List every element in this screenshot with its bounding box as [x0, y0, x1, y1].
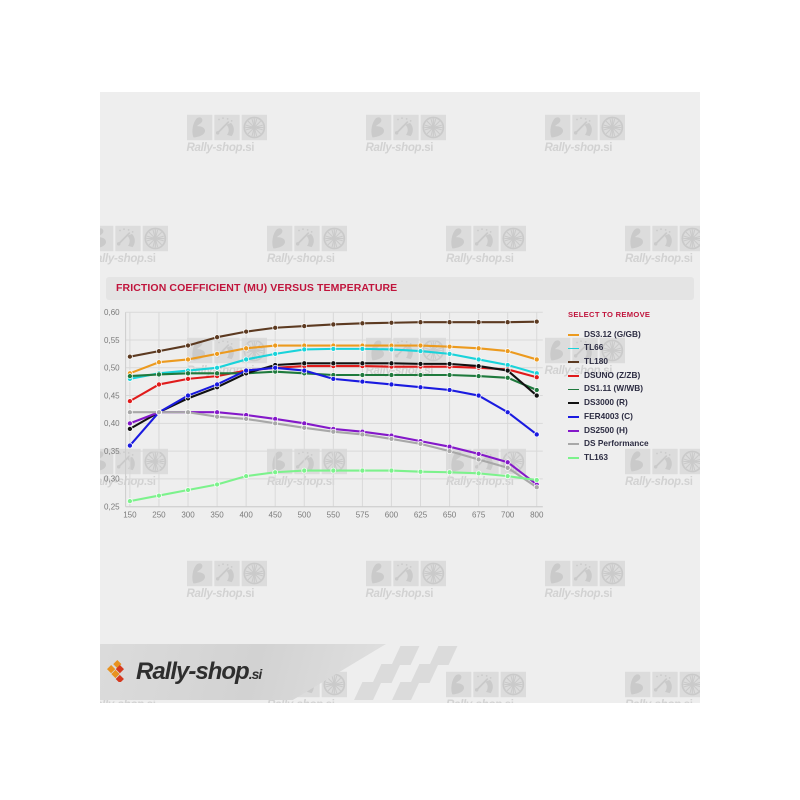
svg-text:0,55: 0,55 — [104, 336, 120, 345]
svg-text:400: 400 — [239, 511, 253, 520]
svg-text:0,35: 0,35 — [104, 447, 120, 456]
svg-text:575: 575 — [356, 511, 370, 520]
svg-text:600: 600 — [385, 511, 399, 520]
svg-text:0,45: 0,45 — [104, 391, 120, 400]
svg-text:625: 625 — [414, 511, 428, 520]
svg-text:650: 650 — [443, 511, 457, 520]
svg-text:675: 675 — [472, 511, 486, 520]
svg-text:800: 800 — [530, 511, 544, 520]
svg-text:300: 300 — [181, 511, 195, 520]
svg-text:0,50: 0,50 — [104, 364, 120, 373]
svg-text:0,30: 0,30 — [104, 475, 120, 484]
svg-text:500: 500 — [298, 511, 312, 520]
svg-text:0,60: 0,60 — [104, 308, 120, 317]
svg-text:350: 350 — [210, 511, 224, 520]
svg-text:0,25: 0,25 — [104, 503, 120, 512]
svg-text:150: 150 — [123, 511, 137, 520]
svg-text:250: 250 — [152, 511, 166, 520]
svg-text:450: 450 — [269, 511, 283, 520]
svg-text:0,40: 0,40 — [104, 419, 120, 428]
svg-text:700: 700 — [501, 511, 515, 520]
svg-text:550: 550 — [327, 511, 341, 520]
